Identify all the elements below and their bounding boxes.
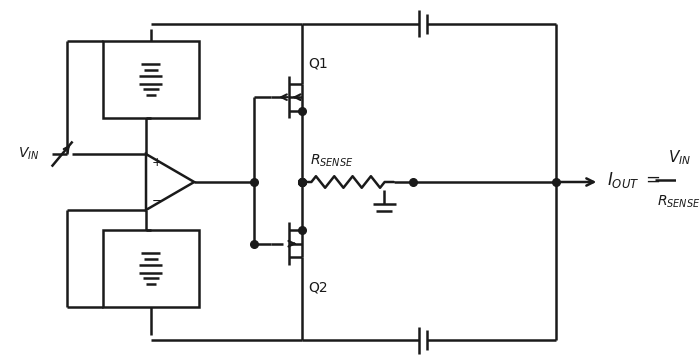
Text: $R_{SENSE}$: $R_{SENSE}$	[310, 152, 354, 169]
Text: +: +	[151, 156, 162, 169]
Text: Q1: Q1	[308, 56, 328, 70]
Text: $V_{IN}$: $V_{IN}$	[668, 148, 691, 167]
Text: $V_{IN}$: $V_{IN}$	[18, 146, 39, 162]
Bar	[103, 41, 199, 118]
Bar	[103, 230, 199, 307]
Text: =: =	[645, 171, 659, 189]
Text: −: −	[151, 195, 162, 208]
Text: $I_{OUT}$: $I_{OUT}$	[607, 170, 639, 190]
Text: $R_{SENSE}$: $R_{SENSE}$	[657, 194, 700, 210]
Text: Q2: Q2	[308, 280, 328, 294]
